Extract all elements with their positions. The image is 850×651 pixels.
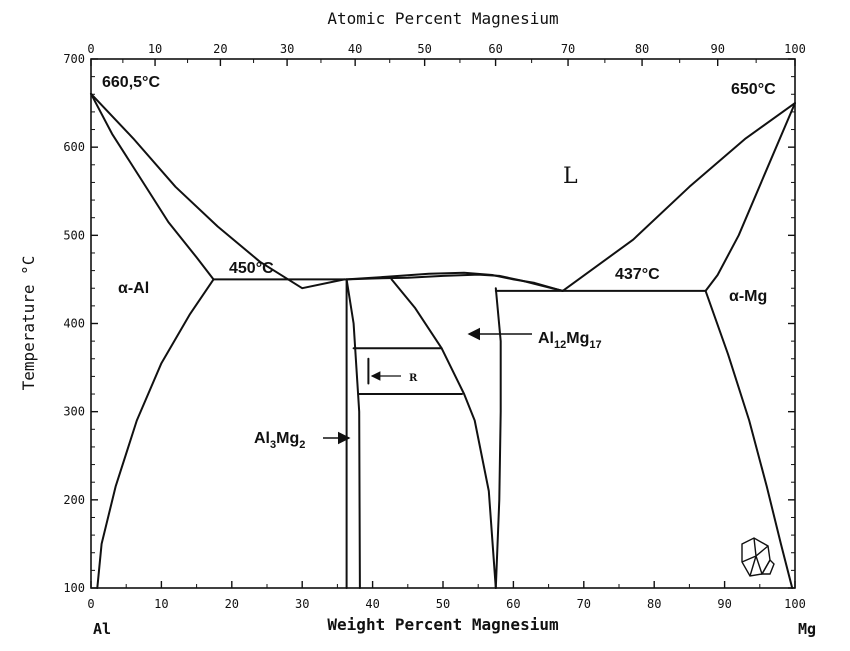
x-tick-label: 100 bbox=[784, 597, 806, 611]
y-tick-label: 500 bbox=[63, 228, 85, 242]
top-tick-label: 100 bbox=[784, 42, 806, 56]
right-axis-ticks bbox=[788, 58, 795, 589]
y-tick-label: 600 bbox=[63, 140, 85, 154]
crystal-logo-icon bbox=[741, 537, 775, 577]
top-tick-label: 10 bbox=[148, 42, 162, 56]
phase-boundary-line bbox=[90, 92, 215, 281]
top-tick-label: 40 bbox=[348, 42, 362, 56]
x-tick-label: 50 bbox=[436, 597, 450, 611]
x-tick-label: 30 bbox=[295, 597, 309, 611]
x-tick-label: 60 bbox=[506, 597, 520, 611]
plot-frame bbox=[90, 58, 796, 589]
phase-boundary-lines bbox=[90, 92, 796, 589]
top-tick-label: 60 bbox=[488, 42, 502, 56]
annotation-phase-mg: α-Mg bbox=[729, 288, 767, 305]
x-tick-label: 10 bbox=[154, 597, 168, 611]
y-tick-label: 300 bbox=[63, 405, 85, 419]
top-axis-title: Atomic Percent Magnesium bbox=[327, 9, 558, 28]
left-axis-ticks: 100 200 300 400 500 600 700 bbox=[63, 52, 98, 595]
phase-boundary-line bbox=[390, 278, 497, 589]
annotation-eutectic-right: 437°C bbox=[615, 266, 660, 283]
x-tick-label: 0 bbox=[87, 597, 94, 611]
y-tick-label: 200 bbox=[63, 493, 85, 507]
bottom-axis-ticks: 0 10 20 30 40 50 60 70 80 90 100 bbox=[87, 581, 806, 611]
y-tick-label: 400 bbox=[63, 317, 85, 331]
y-tick-label: 100 bbox=[63, 581, 85, 595]
y-tick-label: 700 bbox=[63, 52, 85, 66]
phase-boundary-line bbox=[345, 273, 564, 292]
annotation-temp-mg: 650°C bbox=[731, 81, 776, 98]
top-axis-ticks: 0 10 20 30 40 50 60 70 80 90 100 bbox=[87, 42, 806, 66]
y-axis-title: Temperature °C bbox=[19, 256, 38, 391]
top-tick-label: 0 bbox=[87, 42, 94, 56]
annotation-temp-al: 660,5°C bbox=[102, 74, 160, 91]
x-tick-label: 20 bbox=[225, 597, 239, 611]
top-tick-label: 70 bbox=[561, 42, 575, 56]
annotation-phase-al: α-Al bbox=[118, 280, 149, 297]
phase-boundary-line bbox=[561, 102, 796, 292]
corner-label-mg: Mg bbox=[798, 620, 816, 638]
phase-boundary-line bbox=[494, 287, 502, 589]
top-tick-label: 80 bbox=[635, 42, 649, 56]
phase-boundary-line bbox=[96, 278, 215, 589]
phase-boundary-line bbox=[704, 289, 794, 589]
top-tick-label: 20 bbox=[213, 42, 227, 56]
phase-boundary-line bbox=[90, 92, 346, 290]
x-tick-label: 70 bbox=[577, 597, 591, 611]
x-tick-label: 90 bbox=[717, 597, 731, 611]
phase-boundary-line bbox=[345, 278, 361, 589]
top-tick-label: 30 bbox=[280, 42, 294, 56]
annotation-liquid: L bbox=[563, 164, 578, 189]
annotation-al3mg2: Al3Mg2 bbox=[254, 430, 305, 451]
x-tick-label: 80 bbox=[647, 597, 661, 611]
x-tick-label: 40 bbox=[365, 597, 379, 611]
annotation-al12mg17: Al12Mg17 bbox=[538, 330, 602, 351]
annotation-eutectic-left: 450°C bbox=[229, 260, 274, 277]
phase-boundary-line bbox=[704, 102, 796, 292]
annotation-r-phase: R bbox=[409, 373, 418, 384]
top-tick-label: 50 bbox=[417, 42, 431, 56]
corner-label-al: Al bbox=[93, 620, 111, 638]
x-axis-title: Weight Percent Magnesium bbox=[327, 615, 559, 634]
top-tick-label: 90 bbox=[710, 42, 724, 56]
